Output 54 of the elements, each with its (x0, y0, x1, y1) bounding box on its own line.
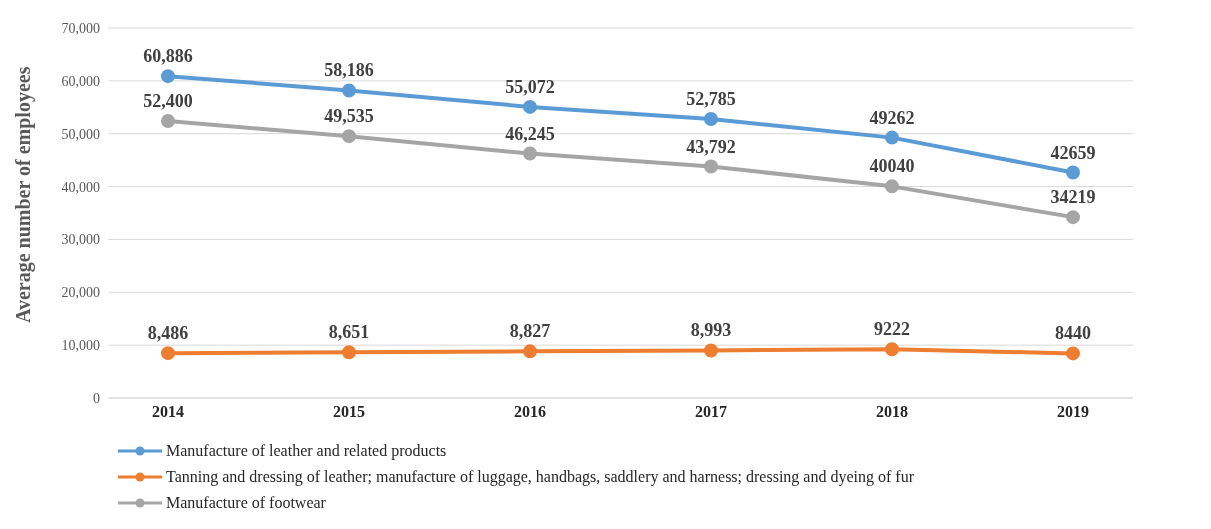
point (885, 130, 899, 145)
data-label: 43,792 (686, 136, 736, 157)
data-label: 49262 (869, 107, 915, 128)
data-label: 8440 (1055, 323, 1091, 344)
data-label: 52,400 (143, 91, 193, 112)
y-tick-label: 70,000 (61, 20, 100, 36)
data-label: 40040 (869, 156, 915, 177)
point (342, 83, 356, 98)
point (161, 69, 175, 84)
data-label: 9222 (874, 319, 910, 340)
y-tick-label: 0 (93, 390, 100, 406)
data-label: 8,651 (328, 322, 370, 343)
y-tick-label: 10,000 (61, 338, 100, 354)
y-tick-label: 20,000 (61, 285, 100, 301)
point (161, 346, 175, 361)
x-tick-label: 2016 (514, 403, 546, 421)
point (342, 129, 356, 144)
point (704, 159, 718, 174)
data-label: 8,827 (509, 321, 551, 342)
y-tick-label: 60,000 (61, 73, 100, 89)
point (704, 111, 718, 126)
data-label: 52,785 (686, 88, 736, 109)
data-label: 58,186 (324, 60, 374, 81)
data-label: 34219 (1050, 187, 1096, 208)
data-label: 42659 (1050, 142, 1096, 163)
point (704, 343, 718, 358)
y-tick-label: 30,000 (61, 232, 100, 248)
x-tick-label: 2014 (152, 403, 184, 421)
point (523, 344, 537, 359)
legend-label: Manufacture of leather and related products (166, 441, 447, 462)
point (523, 99, 537, 114)
data-label: 55,072 (505, 76, 555, 97)
y-tick-label: 50,000 (61, 126, 100, 142)
x-tick-label: 2017 (695, 403, 727, 421)
point (885, 342, 899, 357)
y-tick-label: 40,000 (61, 179, 100, 195)
point (1066, 165, 1080, 180)
legend-label: Manufacture of footwear (166, 493, 326, 513)
legend-label: Tanning and dressing of leather; manufacture of luggage, handbags, saddlery and harness; dressing and dyeing of fur (166, 467, 914, 488)
data-label: 49,535 (324, 106, 374, 127)
point (885, 179, 899, 194)
data-label: 60,886 (143, 46, 193, 67)
data-label: 8,486 (147, 323, 189, 344)
point (523, 146, 537, 161)
data-label: 46,245 (505, 123, 555, 144)
point (161, 114, 175, 129)
data-label: 8,993 (690, 320, 732, 341)
point (342, 345, 356, 360)
x-tick-label: 2019 (1057, 403, 1089, 421)
x-tick-label: 2018 (876, 403, 908, 421)
point (1066, 346, 1080, 361)
point (1066, 210, 1080, 225)
y-axis-title: Average number of employees (12, 66, 36, 323)
x-tick-label: 2015 (333, 403, 365, 421)
